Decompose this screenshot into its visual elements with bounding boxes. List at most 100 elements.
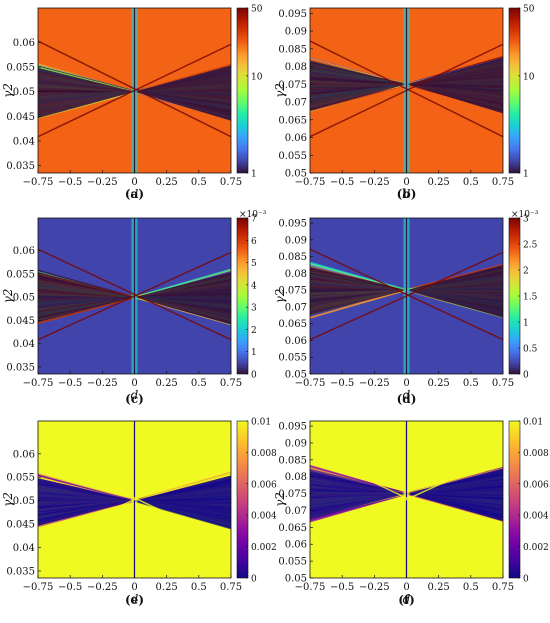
y-tick-label: 0.07 <box>285 98 307 109</box>
wedge-right <box>134 272 231 325</box>
x-tick-label: 0 <box>131 378 137 389</box>
y-tick-label: 0.08 <box>285 269 307 280</box>
y-tick-label: 0.06 <box>13 449 35 460</box>
colorbar <box>236 420 249 579</box>
texture-stripe <box>38 474 135 502</box>
x-tick-label: −0.25 <box>87 378 118 389</box>
x-axis-label: d <box>403 388 411 402</box>
panel-c: −0.75 −0.5 −0.25 0 0.25 0.5 0.75 0.035 0.04 0.045… <box>1 210 267 406</box>
y-tick-label: 0.07 <box>285 506 307 517</box>
x-tick-label: −0.25 <box>87 177 118 188</box>
y-axis-label: γ2 <box>273 83 287 98</box>
colorbar <box>508 420 521 579</box>
y-tick-label: 0.04 <box>13 339 35 350</box>
colorbar-tick-label: 1 <box>251 348 257 358</box>
y-tick-label: 0.085 <box>278 455 307 466</box>
texture-stripe <box>406 465 503 494</box>
texture-stripe <box>134 473 231 502</box>
x-tick-label: 0.5 <box>463 582 479 593</box>
y-tick-label: 0.05 <box>13 496 35 507</box>
texture-stripe <box>310 58 407 85</box>
y-tick-label: 0.055 <box>278 353 307 364</box>
diagonal-line <box>310 43 503 138</box>
texture-stripe <box>310 289 407 319</box>
colorbar-tick-label: 0.006 <box>251 480 277 490</box>
y-tick-label: 0.09 <box>285 27 307 38</box>
panel-b: −0.75 −0.5 −0.25 0 0.25 0.5 0.75 0.05 0.055 0.06 0… <box>273 5 535 202</box>
x-tick-label: 0.5 <box>191 177 207 188</box>
x-tick-label: −0.75 <box>295 582 326 593</box>
panel-e: −0.75 −0.5 −0.25 0 0.25 0.5 0.75 0.035 0.04 0.045… <box>1 418 277 608</box>
wedge-left <box>310 470 407 519</box>
texture-stripe <box>310 263 407 291</box>
colorbar-multiplier: ×10⁻³ <box>239 210 267 220</box>
panel-label: (d) <box>397 392 417 406</box>
y-tick-label: 0.08 <box>285 62 307 73</box>
colorbar-tick-label: 0.002 <box>523 543 549 553</box>
y-tick-label: 0.05 <box>13 87 35 98</box>
colorbar-tick-label: 0.002 <box>251 543 277 553</box>
x-tick-label: −0.75 <box>23 177 54 188</box>
y-tick-label: 0.09 <box>285 438 307 449</box>
colorbar-tick-label: 0.004 <box>251 512 277 522</box>
wedge-right <box>406 468 503 522</box>
colorbar-tick-label: 10 <box>251 72 263 82</box>
texture-stripe <box>38 269 135 298</box>
y-tick-label: 0.06 <box>13 246 35 257</box>
x-tick-label: −0.75 <box>23 378 54 389</box>
texture-stripe <box>310 266 407 291</box>
colorbar-tick-label: 6 <box>251 237 257 247</box>
x-tick-label: 0.75 <box>220 582 242 593</box>
colorbar <box>236 7 249 174</box>
colorbar-tick-label: 5 <box>251 259 257 269</box>
x-tick-label: −0.75 <box>23 582 54 593</box>
x-axis-label: d <box>131 388 139 402</box>
x-tick-label: 0.25 <box>156 378 178 389</box>
y-tick-label: 0.055 <box>278 151 307 162</box>
panel-a: −0.75 −0.5 −0.25 0 0.25 0.5 0.75 0.035 0.04 0.045… <box>1 5 263 202</box>
x-tick-label: −0.25 <box>87 582 118 593</box>
y-tick-label: 0.09 <box>285 235 307 246</box>
x-tick-label: 0 <box>403 582 409 593</box>
colorbar-tick-label: 0 <box>251 575 257 585</box>
colorbar-tick-label: 2 <box>523 267 529 277</box>
x-tick-label: −0.5 <box>330 582 354 593</box>
x-tick-label: 0.25 <box>428 582 450 593</box>
panel-d: −0.75 −0.5 −0.25 0 0.25 0.5 0.75 0.05 0.055 0.06 0… <box>273 210 539 406</box>
colorbar-tick-label: 50 <box>251 5 263 15</box>
x-tick-label: −0.5 <box>330 177 354 188</box>
y-tick-label: 0.05 <box>285 574 307 585</box>
colorbar-tick-label: 10 <box>523 72 535 82</box>
diagonal-line <box>310 40 503 138</box>
colorbar-tick-label: 2 <box>251 326 257 336</box>
y-tick-label: 0.06 <box>285 133 307 144</box>
x-tick-label: −0.75 <box>295 177 326 188</box>
colorbar <box>236 217 249 375</box>
diagonal-line <box>38 248 231 341</box>
y-axis-label: γ2 <box>273 289 287 304</box>
heatmap-field <box>38 421 231 578</box>
y-tick-label: 0.035 <box>6 363 35 374</box>
y-tick-label: 0.065 <box>278 115 307 126</box>
x-tick-label: −0.25 <box>359 378 390 389</box>
colorbar-tick-label: 0.01 <box>251 418 271 428</box>
y-tick-label: 0.04 <box>13 136 35 147</box>
wedge-right <box>134 475 231 529</box>
y-tick-label: 0.055 <box>6 63 35 74</box>
diagonal-line <box>310 451 503 545</box>
y-tick-label: 0.045 <box>6 316 35 327</box>
colorbar-tick-label: 1 <box>523 170 529 180</box>
y-tick-label: 0.05 <box>13 293 35 304</box>
wedge-right <box>406 57 503 114</box>
y-tick-label: 0.095 <box>278 422 307 433</box>
y-tick-label: 0.075 <box>278 489 307 500</box>
y-tick-label: 0.04 <box>13 543 35 554</box>
y-tick-label: 0.035 <box>6 566 35 577</box>
colorbar-tick-label: 0.008 <box>251 449 277 459</box>
y-tick-label: 0.055 <box>278 557 307 568</box>
panel-f: −0.75 −0.5 −0.25 0 0.25 0.5 0.75 0.05 0.055 0.06 0… <box>273 418 549 608</box>
panel-label: (f) <box>398 593 415 607</box>
colorbar-tick-label: 0.004 <box>523 512 549 522</box>
x-tick-label: 0.5 <box>463 378 479 389</box>
